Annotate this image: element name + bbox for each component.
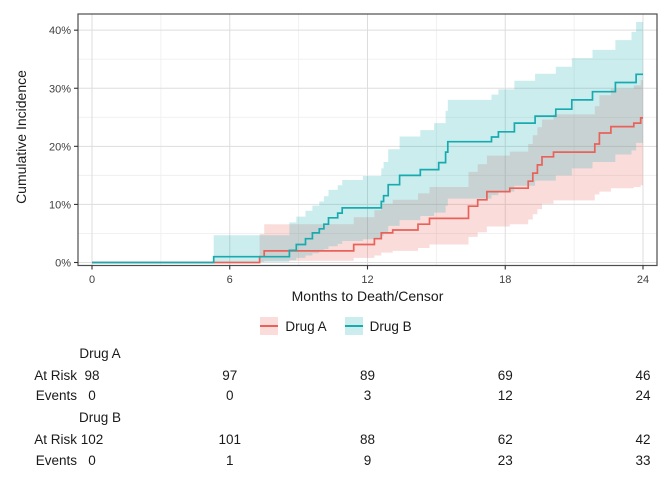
legend-label: Drug B [369,318,412,334]
ci-band-drug-a [259,80,643,262]
risk-value: 62 [497,432,513,447]
risk-value: 89 [359,368,375,383]
legend-item-drug-b: Drug B [344,317,412,335]
risk-value: 42 [635,432,651,447]
risk-value: 33 [635,453,651,468]
risk-value: 0 [88,453,96,468]
risk-value: 69 [497,368,513,383]
legend-line-icon [344,325,363,327]
curve-drug-a [92,117,643,264]
risk-group-header: Drug B [78,410,122,425]
legend: Drug A Drug B [0,317,672,335]
legend-line-icon [260,325,279,327]
risk-value: 3 [363,388,372,403]
x-tick-label: 6 [227,274,233,286]
legend-swatch-icon [260,317,279,335]
risk-row-label: At Risk [34,368,77,383]
risk-value: 0 [88,388,96,403]
risk-value: 9 [363,453,372,468]
risk-value: 101 [218,432,241,447]
risk-group-header: Drug A [79,346,121,361]
y-tick-label: 10% [49,199,71,211]
ci-band-drug-b [213,22,643,262]
x-tick-label: 12 [361,274,373,286]
risk-value: 0 [225,388,234,403]
risk-value: 1 [225,453,234,468]
x-tick-label: 24 [637,274,649,286]
y-tick-label: 0% [55,258,71,270]
legend-swatch-icon [344,317,363,335]
x-tick-label: 18 [499,274,511,286]
y-tick-label: 20% [49,141,71,153]
x-axis-title: Months to Death/Censor [291,288,444,304]
risk-value: 88 [359,432,375,447]
cumulative-incidence-plot: 0% 10% 20% 30% 40% 0 6 12 18 24 [49,13,658,286]
x-tick-label: 0 [89,274,95,286]
risk-row-label: At Risk [34,432,77,447]
curve-drug-b [92,73,643,264]
risk-row-label: Events [35,453,77,468]
risk-value: 98 [84,368,100,383]
legend-label: Drug A [285,318,327,334]
legend-item-drug-a: Drug A [260,317,327,335]
risk-value: 46 [635,368,651,383]
y-tick-label: 40% [49,25,71,37]
risk-value: 12 [497,388,513,403]
risk-row-label: Events [35,388,77,403]
risk-value: 102 [80,432,104,447]
risk-value: 97 [222,368,238,383]
y-tick-label: 30% [49,83,71,95]
risk-value: 23 [497,453,513,468]
risk-value: 24 [635,388,651,403]
